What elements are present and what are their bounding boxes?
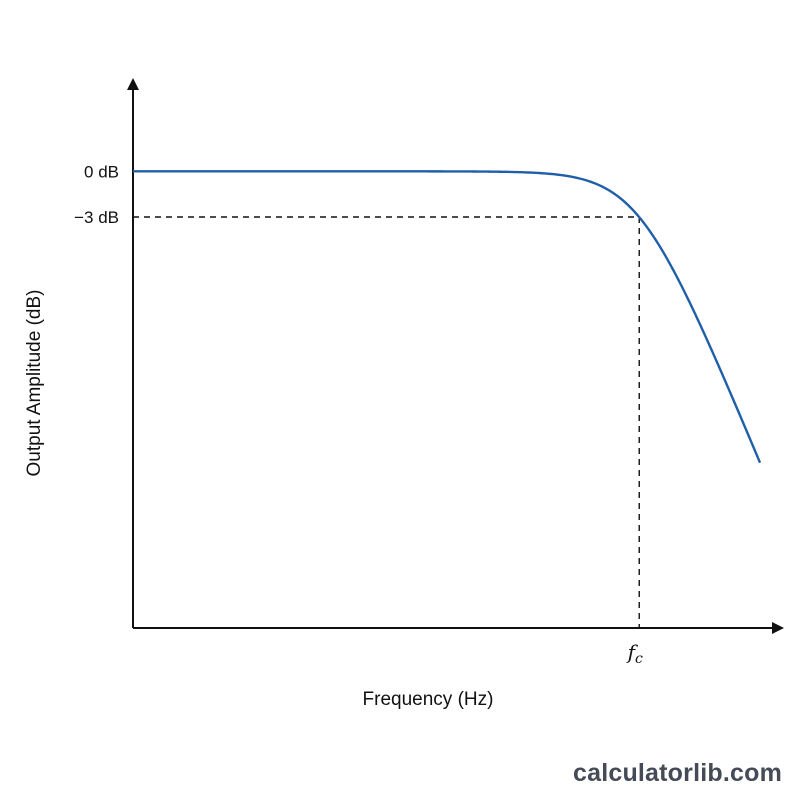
series-group <box>133 170 762 464</box>
x-axis-label: Frequency (Hz) <box>363 689 494 710</box>
y-axis-label: Output Amplitude (dB) <box>24 290 45 477</box>
series-line-0 <box>133 170 762 464</box>
y-tick-labels: 0 dB −3 dB <box>74 162 119 227</box>
x-tick-labels: fc <box>626 640 643 667</box>
y-tick-label-1: −3 dB <box>74 208 119 227</box>
watermark: calculatorlib.com <box>572 759 782 787</box>
guide-lines <box>133 216 640 628</box>
x-tick-label-0: fc <box>626 640 643 667</box>
y-tick-label-0: 0 dB <box>84 162 119 181</box>
